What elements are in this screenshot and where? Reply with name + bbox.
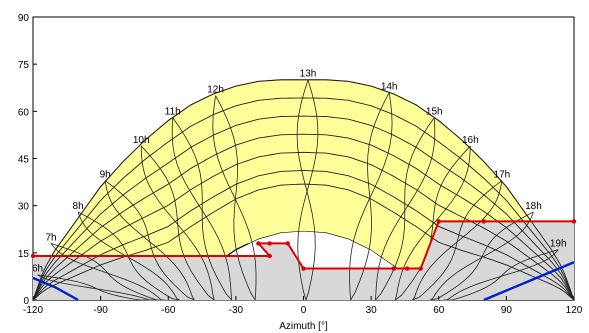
horizon-point: [30, 253, 36, 259]
hour-curve: [171, 117, 232, 301]
hour-labels: 6h 7h 8h 9h 10h 11h 12h 13h 14h 15h 16h 17h 18h 19h: [32, 69, 567, 275]
date-arc: [32, 183, 575, 301]
hour-curve: [77, 211, 180, 301]
hour-label: 6h: [32, 264, 43, 275]
sun-region-visible: [33, 79, 574, 300]
hour-curve: [104, 180, 195, 301]
axis-ticks: -120 -90 -60 -30 0 30 60 90 120 0 15 30 45 60 75 90: [18, 13, 583, 316]
date-arc: [32, 97, 575, 301]
x-tick-label: -120: [23, 305, 43, 316]
horizon-point: [256, 241, 261, 246]
hour-curve: [375, 117, 435, 301]
y-tick-label: 75: [18, 60, 30, 71]
horizon-point: [418, 266, 423, 271]
horizon-point: [436, 219, 441, 224]
hour-label: 12h: [207, 84, 224, 95]
hour-curve: [429, 211, 534, 301]
hour-curve: [412, 180, 503, 301]
hour-label: 17h: [494, 169, 511, 180]
y-tick-label: 90: [18, 13, 30, 24]
x-tick-label: 0: [301, 305, 307, 316]
date-arc: [32, 79, 575, 301]
horizon-point: [301, 266, 306, 271]
hour-label: 10h: [133, 135, 150, 146]
x-tick-label: -60: [161, 305, 176, 316]
y-tick-label: 30: [18, 202, 30, 213]
sun-path-curves: [32, 79, 575, 301]
blue-line: [32, 276, 79, 302]
blue-line: [483, 261, 575, 302]
profile-lines: [30, 219, 577, 302]
x-tick-label: 60: [433, 305, 445, 316]
hour-curve: [212, 95, 257, 301]
date-arc: [32, 151, 575, 301]
hour-curve: [37, 274, 158, 301]
y-tick-label: 45: [18, 155, 30, 166]
date-arc: [32, 169, 575, 301]
hour-label: 7h: [45, 232, 56, 243]
horizon-point: [481, 219, 487, 224]
hour-label: 19h: [550, 239, 567, 250]
hour-label: 16h: [462, 135, 479, 146]
hour-label: 13h: [300, 69, 317, 80]
x-tick-label: -90: [93, 305, 108, 316]
horizon-point: [285, 241, 290, 246]
y-tick-label: 15: [18, 249, 30, 260]
horizon-point: [571, 219, 577, 224]
hour-label: 8h: [73, 201, 84, 212]
hour-label: 18h: [525, 201, 542, 212]
hour-curve: [140, 145, 215, 301]
hour-curve: [50, 243, 165, 301]
y-tick-label: 0: [23, 296, 29, 307]
date-arc: [32, 133, 575, 301]
hour-curve: [395, 145, 471, 301]
x-tick-label: 120: [566, 305, 583, 316]
x-axis-title: Azimuth [°]: [279, 321, 328, 332]
horizon-point: [267, 241, 272, 246]
hour-curve: [296, 79, 316, 301]
x-tick-label: 30: [366, 305, 378, 316]
horizon-point: [267, 253, 272, 259]
obstruction-area: [33, 221, 574, 300]
x-tick-label: 90: [501, 305, 513, 316]
horizon-point: [404, 266, 410, 271]
hour-label: 15h: [426, 106, 443, 117]
hour-curve: [443, 249, 559, 301]
hour-label: 9h: [100, 169, 111, 180]
region-fills: [32, 79, 575, 301]
hour-label: 14h: [381, 81, 398, 92]
hour-label: 11h: [165, 106, 181, 117]
horizon-line: [33, 220, 574, 270]
x-tick-label: -30: [229, 305, 244, 316]
horizon-point: [391, 266, 396, 271]
y-tick-label: 60: [18, 107, 30, 118]
